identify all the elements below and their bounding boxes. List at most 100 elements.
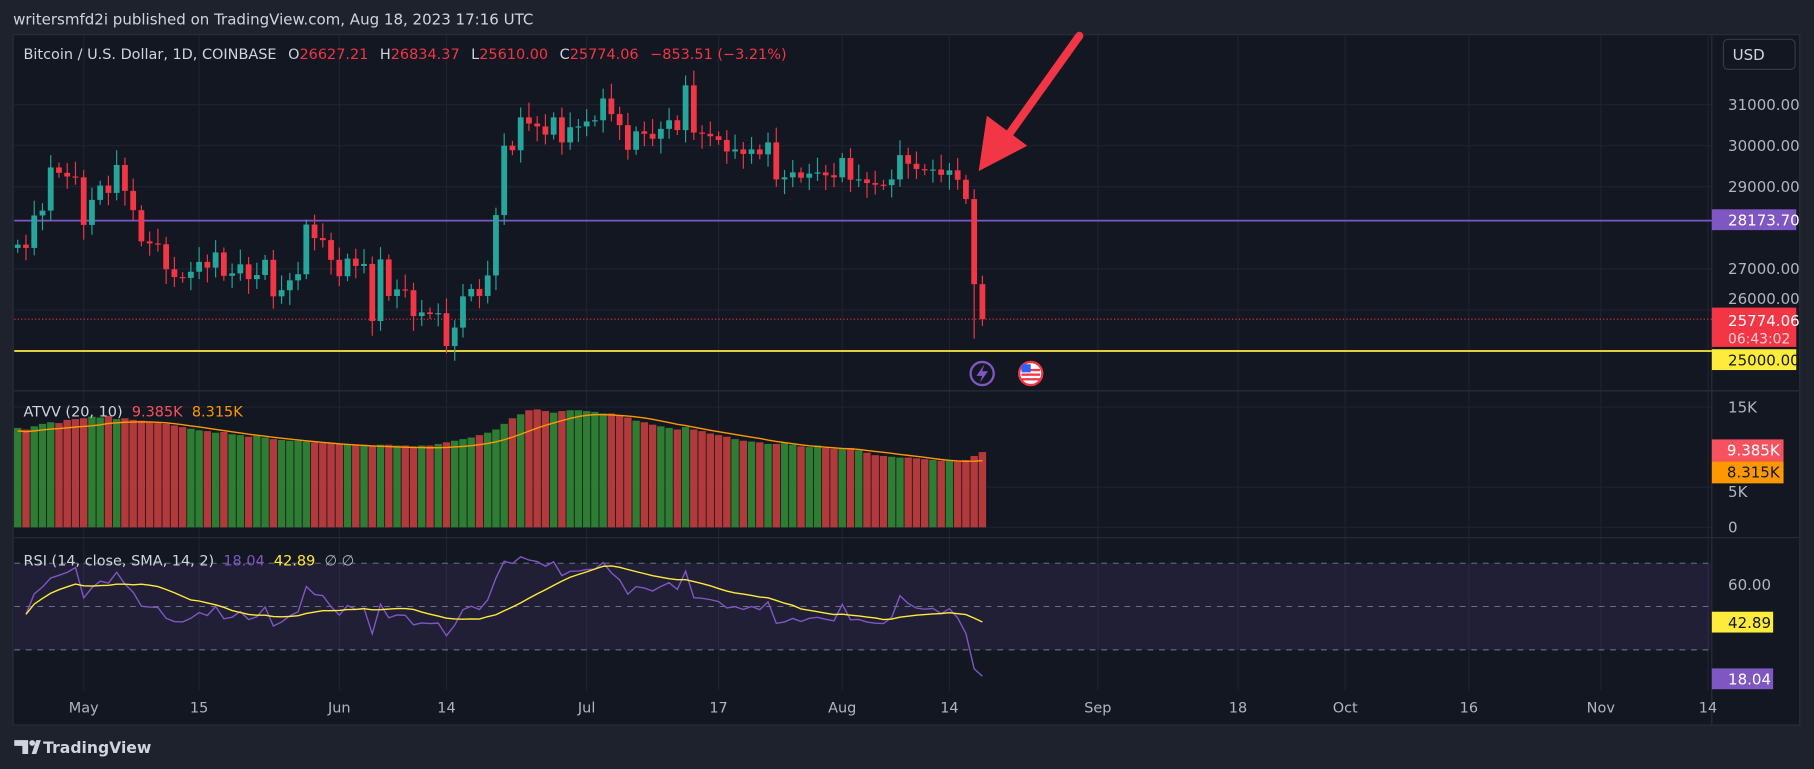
- volume-bar: [38, 423, 47, 528]
- candle-body: [31, 215, 38, 248]
- volume-bar: [385, 444, 393, 528]
- lightning-event-icon[interactable]: [969, 360, 995, 387]
- candle-body: [295, 274, 301, 281]
- change-value: −853.51 (−3.21%): [650, 47, 786, 63]
- candle-body: [39, 210, 46, 216]
- volume-bar: [79, 418, 88, 528]
- volume-bar: [236, 435, 245, 528]
- candle-body: [847, 158, 854, 180]
- low-value: 25610.00: [479, 47, 548, 63]
- candle-body: [171, 269, 178, 278]
- volume-bar: [459, 439, 467, 528]
- rsi-ma-value: 42.89: [274, 553, 315, 569]
- volume-bar: [261, 437, 269, 528]
- volume-bar: [137, 420, 146, 528]
- svg-text:TradingView: TradingView: [43, 739, 151, 757]
- candle-body: [105, 185, 112, 193]
- candle-body: [377, 259, 384, 321]
- candle-body: [286, 280, 293, 291]
- candle-body: [278, 290, 285, 297]
- tradingview-logo[interactable]: TradingView: [14, 739, 151, 757]
- open-value: 26627.21: [299, 47, 368, 63]
- candle-body: [930, 169, 936, 171]
- candle-body: [270, 259, 277, 297]
- close-label: C: [560, 47, 570, 63]
- candle-body: [344, 258, 351, 277]
- rsi-value: 18.04: [223, 553, 264, 569]
- candle-body: [493, 215, 499, 276]
- volume-bar: [591, 411, 599, 528]
- volume-bar: [47, 422, 55, 528]
- candle-body: [146, 241, 153, 244]
- volume-bar: [335, 443, 343, 528]
- candle-body: [460, 296, 466, 328]
- candle-body: [138, 210, 145, 242]
- candle-body: [938, 169, 945, 175]
- volume-bar: [360, 444, 368, 528]
- candle-body: [690, 85, 697, 133]
- rsi-value-label: 18.04: [1711, 668, 1774, 690]
- volume-bar: [632, 420, 640, 528]
- rsi-levels: [14, 562, 1712, 651]
- svg-text:25000.00: 25000.00: [1728, 351, 1800, 369]
- last-price-label: 25774.06 06:43:02: [1711, 307, 1800, 347]
- low-label: L: [471, 47, 479, 63]
- candle-body: [435, 313, 442, 315]
- rsi-legend[interactable]: RSI (14, close, SMA, 14, 2) 18.04 42.89 …: [24, 553, 355, 569]
- time-tick: 16: [1460, 700, 1478, 716]
- open-label: O: [288, 47, 299, 63]
- candle-body: [336, 259, 343, 277]
- candle-body: [649, 133, 656, 139]
- volume-bar: [904, 457, 912, 528]
- volume-bar: [879, 455, 888, 528]
- price-tick: 31000.00: [1728, 96, 1800, 114]
- volume-bar: [723, 436, 731, 528]
- volume-bar: [14, 427, 22, 528]
- rsi-line: [25, 556, 983, 677]
- volume-average-line: [17, 413, 983, 462]
- currency-label: USD: [1733, 46, 1765, 64]
- time-tick: Oct: [1333, 700, 1358, 716]
- volume-bar: [665, 427, 673, 528]
- volume-bar: [681, 427, 690, 528]
- volume-bar: [516, 414, 525, 528]
- axes[interactable]: 31000.00 30000.00 29000.00 27000.00 26000.00…: [69, 96, 1800, 716]
- volume-bar: [599, 413, 607, 528]
- svg-text:25774.06: 25774.06: [1728, 312, 1800, 330]
- volume-bar: [426, 445, 434, 528]
- volume-legend[interactable]: ATVV (20, 10) 9.385K 8.315K: [24, 404, 244, 420]
- volume-bar: [277, 439, 286, 528]
- close-value: 25774.06: [570, 47, 639, 63]
- currency-button[interactable]: USD: [1722, 38, 1796, 70]
- volume-bar: [640, 422, 649, 528]
- symbol-legend[interactable]: Bitcoin / U.S. Dollar, 1D, COINBASE O266…: [24, 47, 787, 63]
- volume-bar: [863, 452, 871, 528]
- volume-title: ATVV (20, 10): [24, 404, 123, 420]
- volume-bar: [368, 445, 376, 528]
- candle-body: [732, 149, 738, 152]
- volume-bar: [393, 445, 401, 528]
- candle-body: [608, 98, 615, 115]
- horizontal-lines: [14, 219, 1712, 352]
- volume-bar: [434, 443, 442, 528]
- candle-body: [311, 224, 318, 239]
- volume-bar: [178, 427, 187, 528]
- candle-body: [113, 164, 120, 193]
- candle-body: [773, 142, 780, 180]
- volume-bar: [154, 423, 162, 528]
- symbol-name: Bitcoin / U.S. Dollar, 1D, COINBASE: [24, 47, 277, 63]
- annotation-arrow-icon[interactable]: [978, 31, 1084, 172]
- volume-bar: [228, 434, 236, 528]
- volume-bar: [756, 442, 764, 528]
- candle-body: [220, 252, 227, 276]
- volume-bar: [657, 426, 665, 528]
- us-flag-event-icon[interactable]: [1018, 360, 1044, 387]
- candle-body: [748, 149, 755, 154]
- candle-body: [872, 183, 879, 185]
- volume-tick: 15K: [1728, 398, 1758, 416]
- candle-body: [484, 275, 491, 296]
- volume-bar: [673, 429, 682, 528]
- rsi-ma-line: [25, 565, 983, 623]
- volume-bar: [211, 432, 220, 528]
